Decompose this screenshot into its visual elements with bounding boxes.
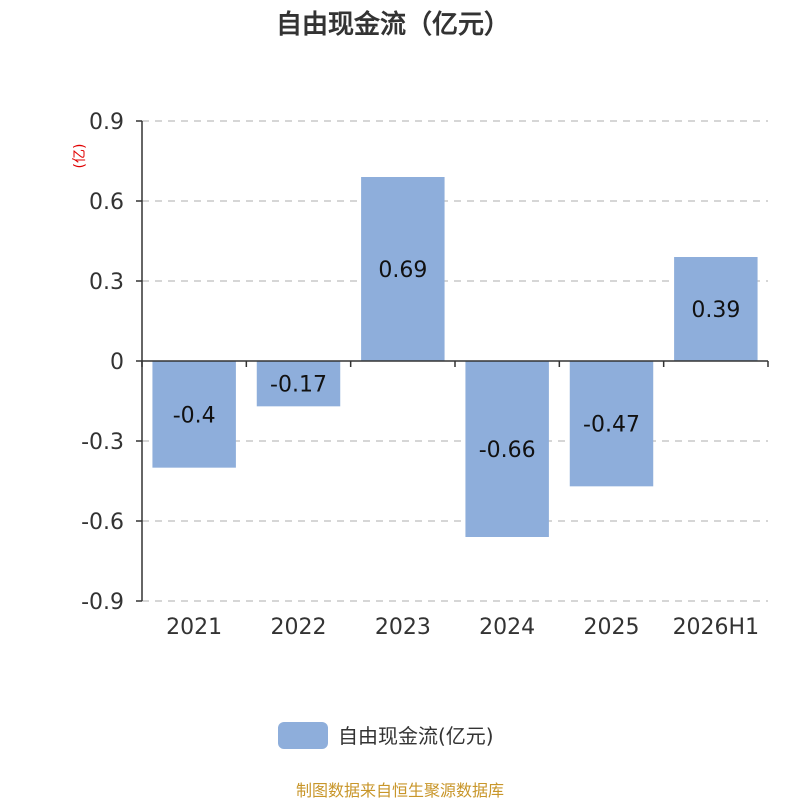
- legend-swatch: [278, 722, 328, 749]
- x-tick-label: 2022: [271, 615, 327, 640]
- bar: [465, 361, 549, 537]
- bar: [361, 177, 445, 361]
- y-tick-label: -0.6: [81, 510, 124, 535]
- y-axis-unit: (亿): [72, 144, 88, 169]
- grid-lines: [142, 120, 768, 602]
- y-tick-label: -0.3: [81, 430, 124, 455]
- data-label: -0.4: [173, 403, 216, 428]
- data-label: -0.66: [479, 438, 536, 463]
- source-note: 制图数据来自恒生聚源数据库: [296, 781, 504, 800]
- x-tick-label: 2023: [375, 615, 431, 640]
- bar: [674, 257, 758, 361]
- bar: [256, 361, 341, 407]
- x-axis-ticks: 2021 2022 2023 2024 2025 2026H1: [166, 615, 759, 640]
- y-tick-label: 0: [110, 350, 124, 375]
- data-label: 0.39: [691, 298, 740, 323]
- data-labels: -0.4 -0.17 0.69 -0.66 -0.47 0.39: [173, 258, 741, 463]
- data-label: 0.69: [378, 258, 427, 283]
- legend[interactable]: 自由现金流(亿元): [278, 722, 494, 749]
- x-tick-label: 2021: [166, 615, 222, 640]
- x-tick-label: 2024: [479, 615, 535, 640]
- x-tick-label: 2026H1: [673, 615, 760, 640]
- y-tick-label: 0.6: [89, 190, 124, 215]
- bars: [152, 177, 758, 537]
- data-label: -0.47: [583, 413, 640, 438]
- bar: [152, 361, 236, 468]
- x-tick-label: 2025: [584, 615, 640, 640]
- y-tick-label: -0.9: [81, 590, 124, 615]
- chart-title: 自由现金流（亿元）: [276, 9, 510, 40]
- data-label: -0.17: [270, 373, 327, 398]
- axes: [141, 121, 769, 601]
- y-axis-ticks: 0.9 0.6 0.3 0 -0.3 -0.6 -0.9: [81, 110, 142, 615]
- y-tick-label: 0.9: [89, 110, 124, 135]
- legend-label: 自由现金流(亿元): [338, 724, 494, 748]
- bar: [569, 361, 654, 487]
- y-tick-label: 0.3: [89, 270, 124, 295]
